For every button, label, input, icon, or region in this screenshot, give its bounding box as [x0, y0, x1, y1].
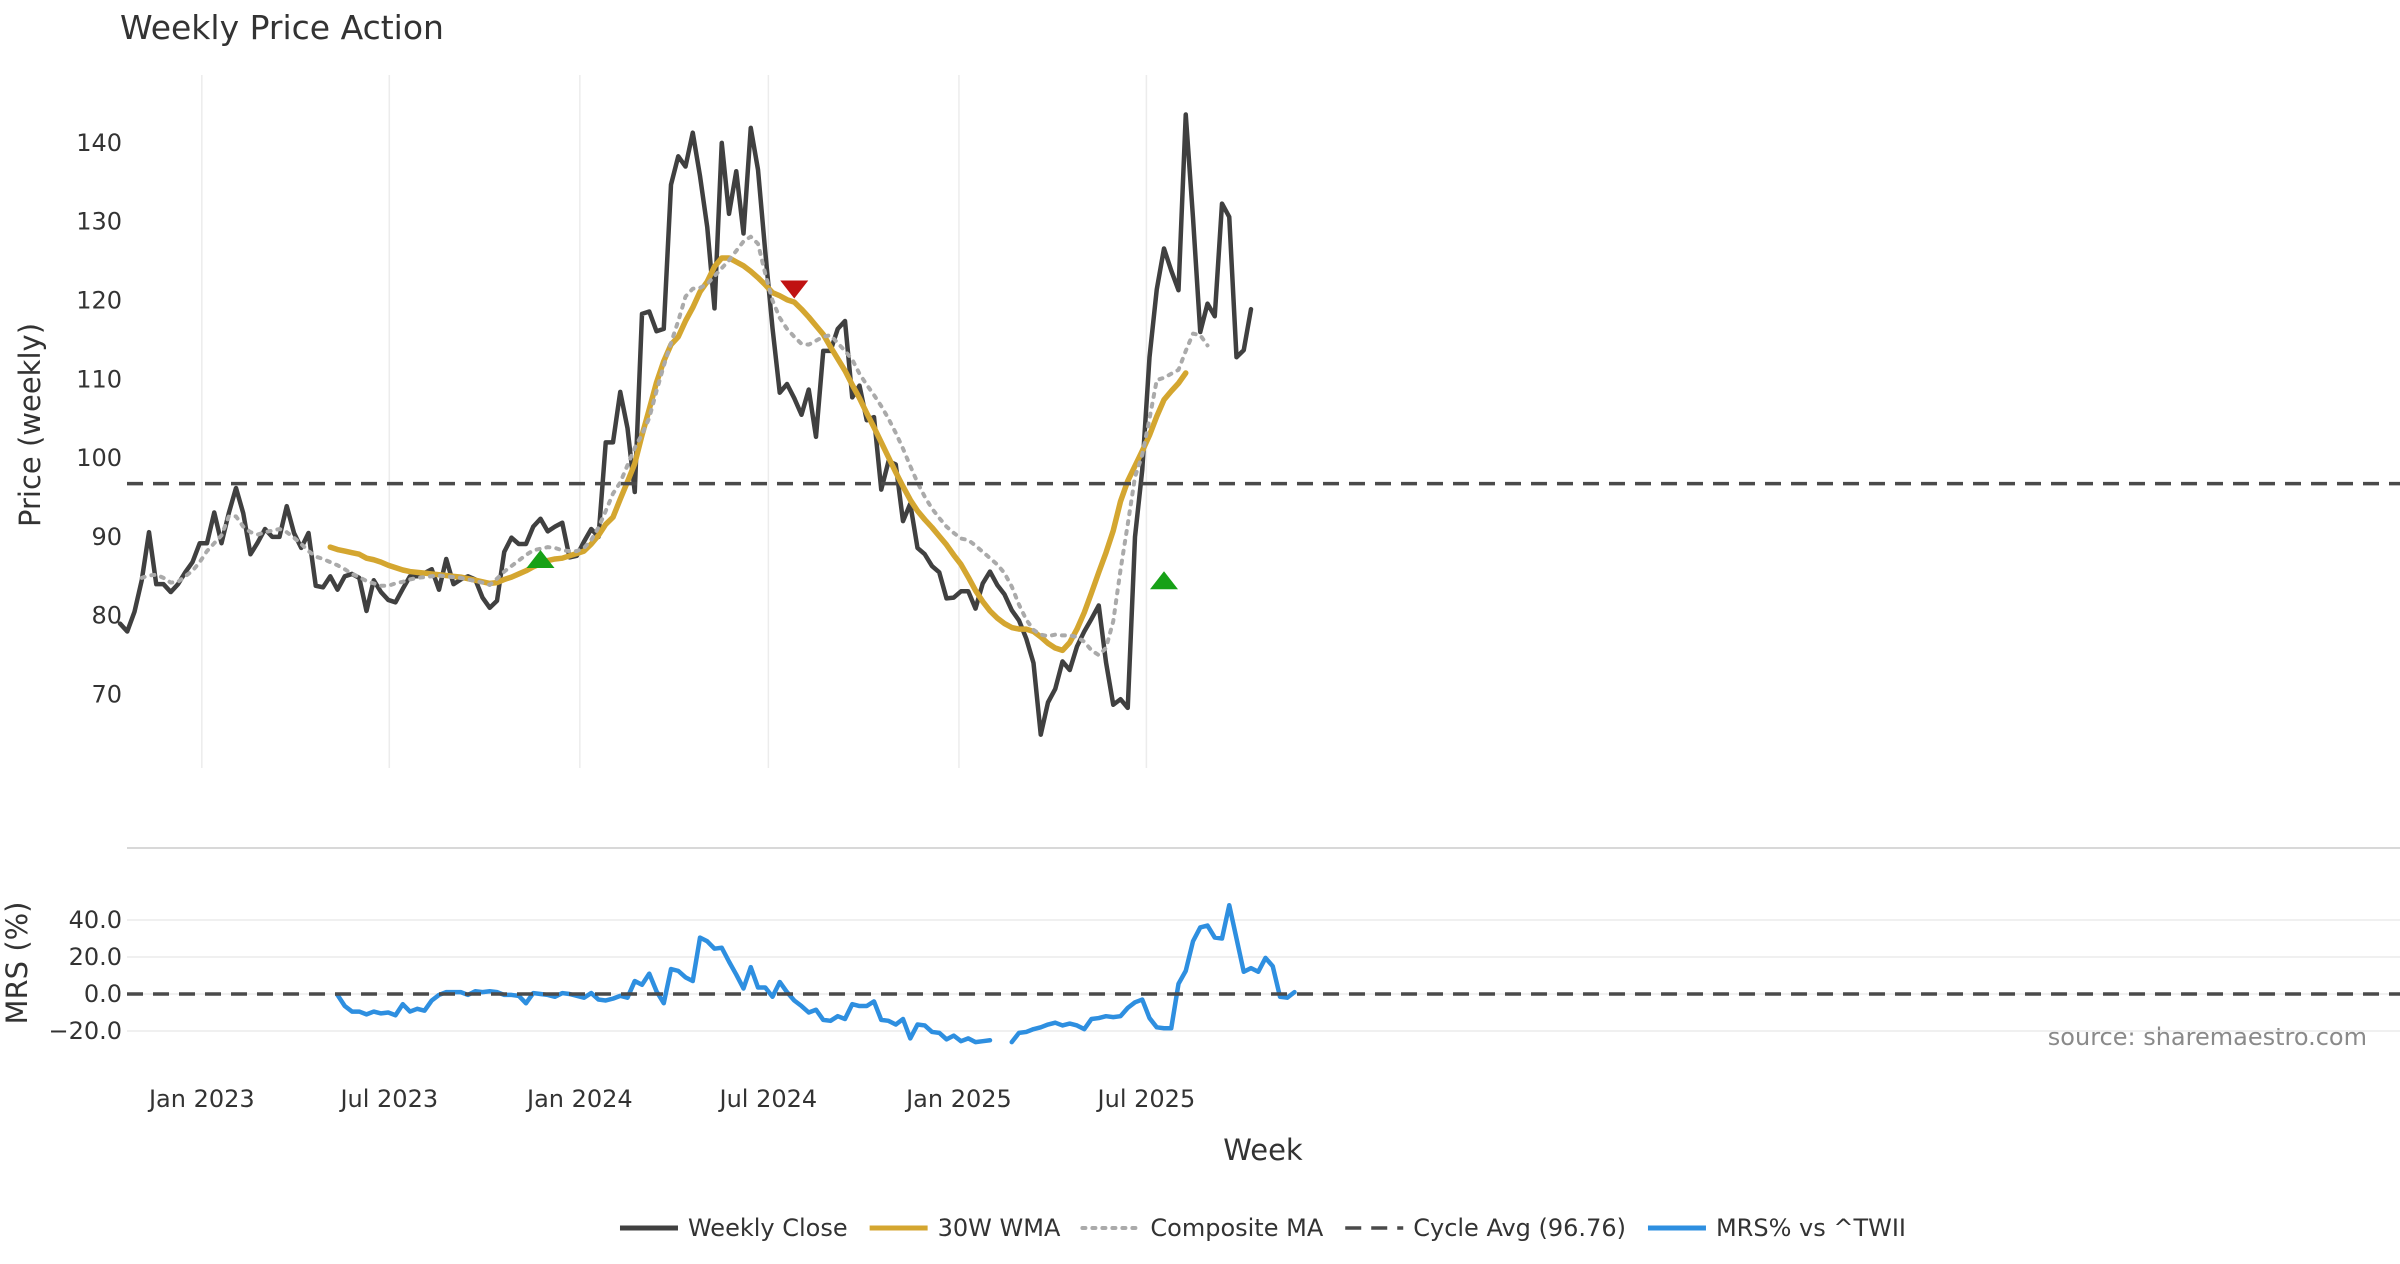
price-y-tick-label: 120	[76, 287, 122, 315]
sell-signal-marker	[780, 280, 809, 299]
tick-layer: Jan 2023 Jul 2023 Jan 2024 Jul 2024 Jan 2025…	[48, 129, 1195, 1113]
mrs-y-tick-label: 0.0	[84, 980, 122, 1008]
price-y-tick-label: 80	[91, 602, 122, 630]
price-y-tick-label: 110	[76, 365, 122, 393]
price-panel	[117, 112, 2400, 737]
mrs-y-tick-label: 20.0	[69, 943, 122, 971]
buy-signal-marker	[1150, 571, 1178, 590]
price-axis-label: Price (weekly)	[13, 323, 47, 527]
chart-title: Weekly Price Action	[120, 8, 444, 47]
grid-layer	[127, 75, 2400, 1032]
x-tick-label: Jul 2025	[1096, 1085, 1196, 1113]
price-y-tick-label: 140	[76, 129, 122, 157]
x-tick-label: Jan 2025	[904, 1085, 1012, 1113]
legend-item-mrs-vs-twii: MRS% vs ^TWII	[1647, 1214, 1906, 1242]
legend-item-30w-wma: 30W WMA	[869, 1214, 1061, 1242]
mrs-y-tick-label: −20.0	[48, 1017, 122, 1045]
mrs-y-tick-label: 40.0	[69, 906, 122, 934]
price-y-tick-label: 90	[91, 523, 122, 551]
price-y-tick-label: 70	[91, 681, 122, 709]
price-y-tick-label: 100	[76, 444, 122, 472]
mrs-axis-label: MRS (%)	[0, 902, 34, 1025]
mrs-panel	[127, 902, 2400, 1045]
legend-label: Weekly Close	[688, 1214, 848, 1242]
mrs-series-mrs-vs-twii	[335, 902, 1297, 1045]
price-y-tick-label: 130	[76, 208, 122, 236]
legend: Weekly Close 30W WMA Composite MA Cycle Avg…	[619, 1214, 1906, 1242]
legend-label: MRS% vs ^TWII	[1716, 1214, 1906, 1242]
legend-label: 30W WMA	[938, 1214, 1061, 1242]
legend-item-cycle-avg-96-76: Cycle Avg (96.76)	[1345, 1214, 1626, 1242]
price-series-composite-ma	[139, 234, 1210, 658]
x-tick-label: Jul 2023	[338, 1085, 438, 1113]
price-series-30w-wma	[327, 255, 1189, 654]
price-series-weekly-close	[117, 112, 1254, 737]
source-text: source: sharemaestro.com	[2048, 1023, 2367, 1051]
x-tick-label: Jul 2024	[718, 1085, 818, 1113]
legend-item-composite-ma: Composite MA	[1080, 1214, 1324, 1242]
x-tick-label: Jan 2023	[147, 1085, 255, 1113]
buy-signal-marker	[526, 549, 555, 568]
x-axis-label: Week	[1223, 1133, 1303, 1167]
x-tick-label: Jan 2024	[525, 1085, 633, 1113]
legend-label: Cycle Avg (96.76)	[1413, 1214, 1626, 1242]
legend-label: Composite MA	[1150, 1214, 1323, 1242]
legend-item-weekly-close: Weekly Close	[619, 1214, 848, 1242]
